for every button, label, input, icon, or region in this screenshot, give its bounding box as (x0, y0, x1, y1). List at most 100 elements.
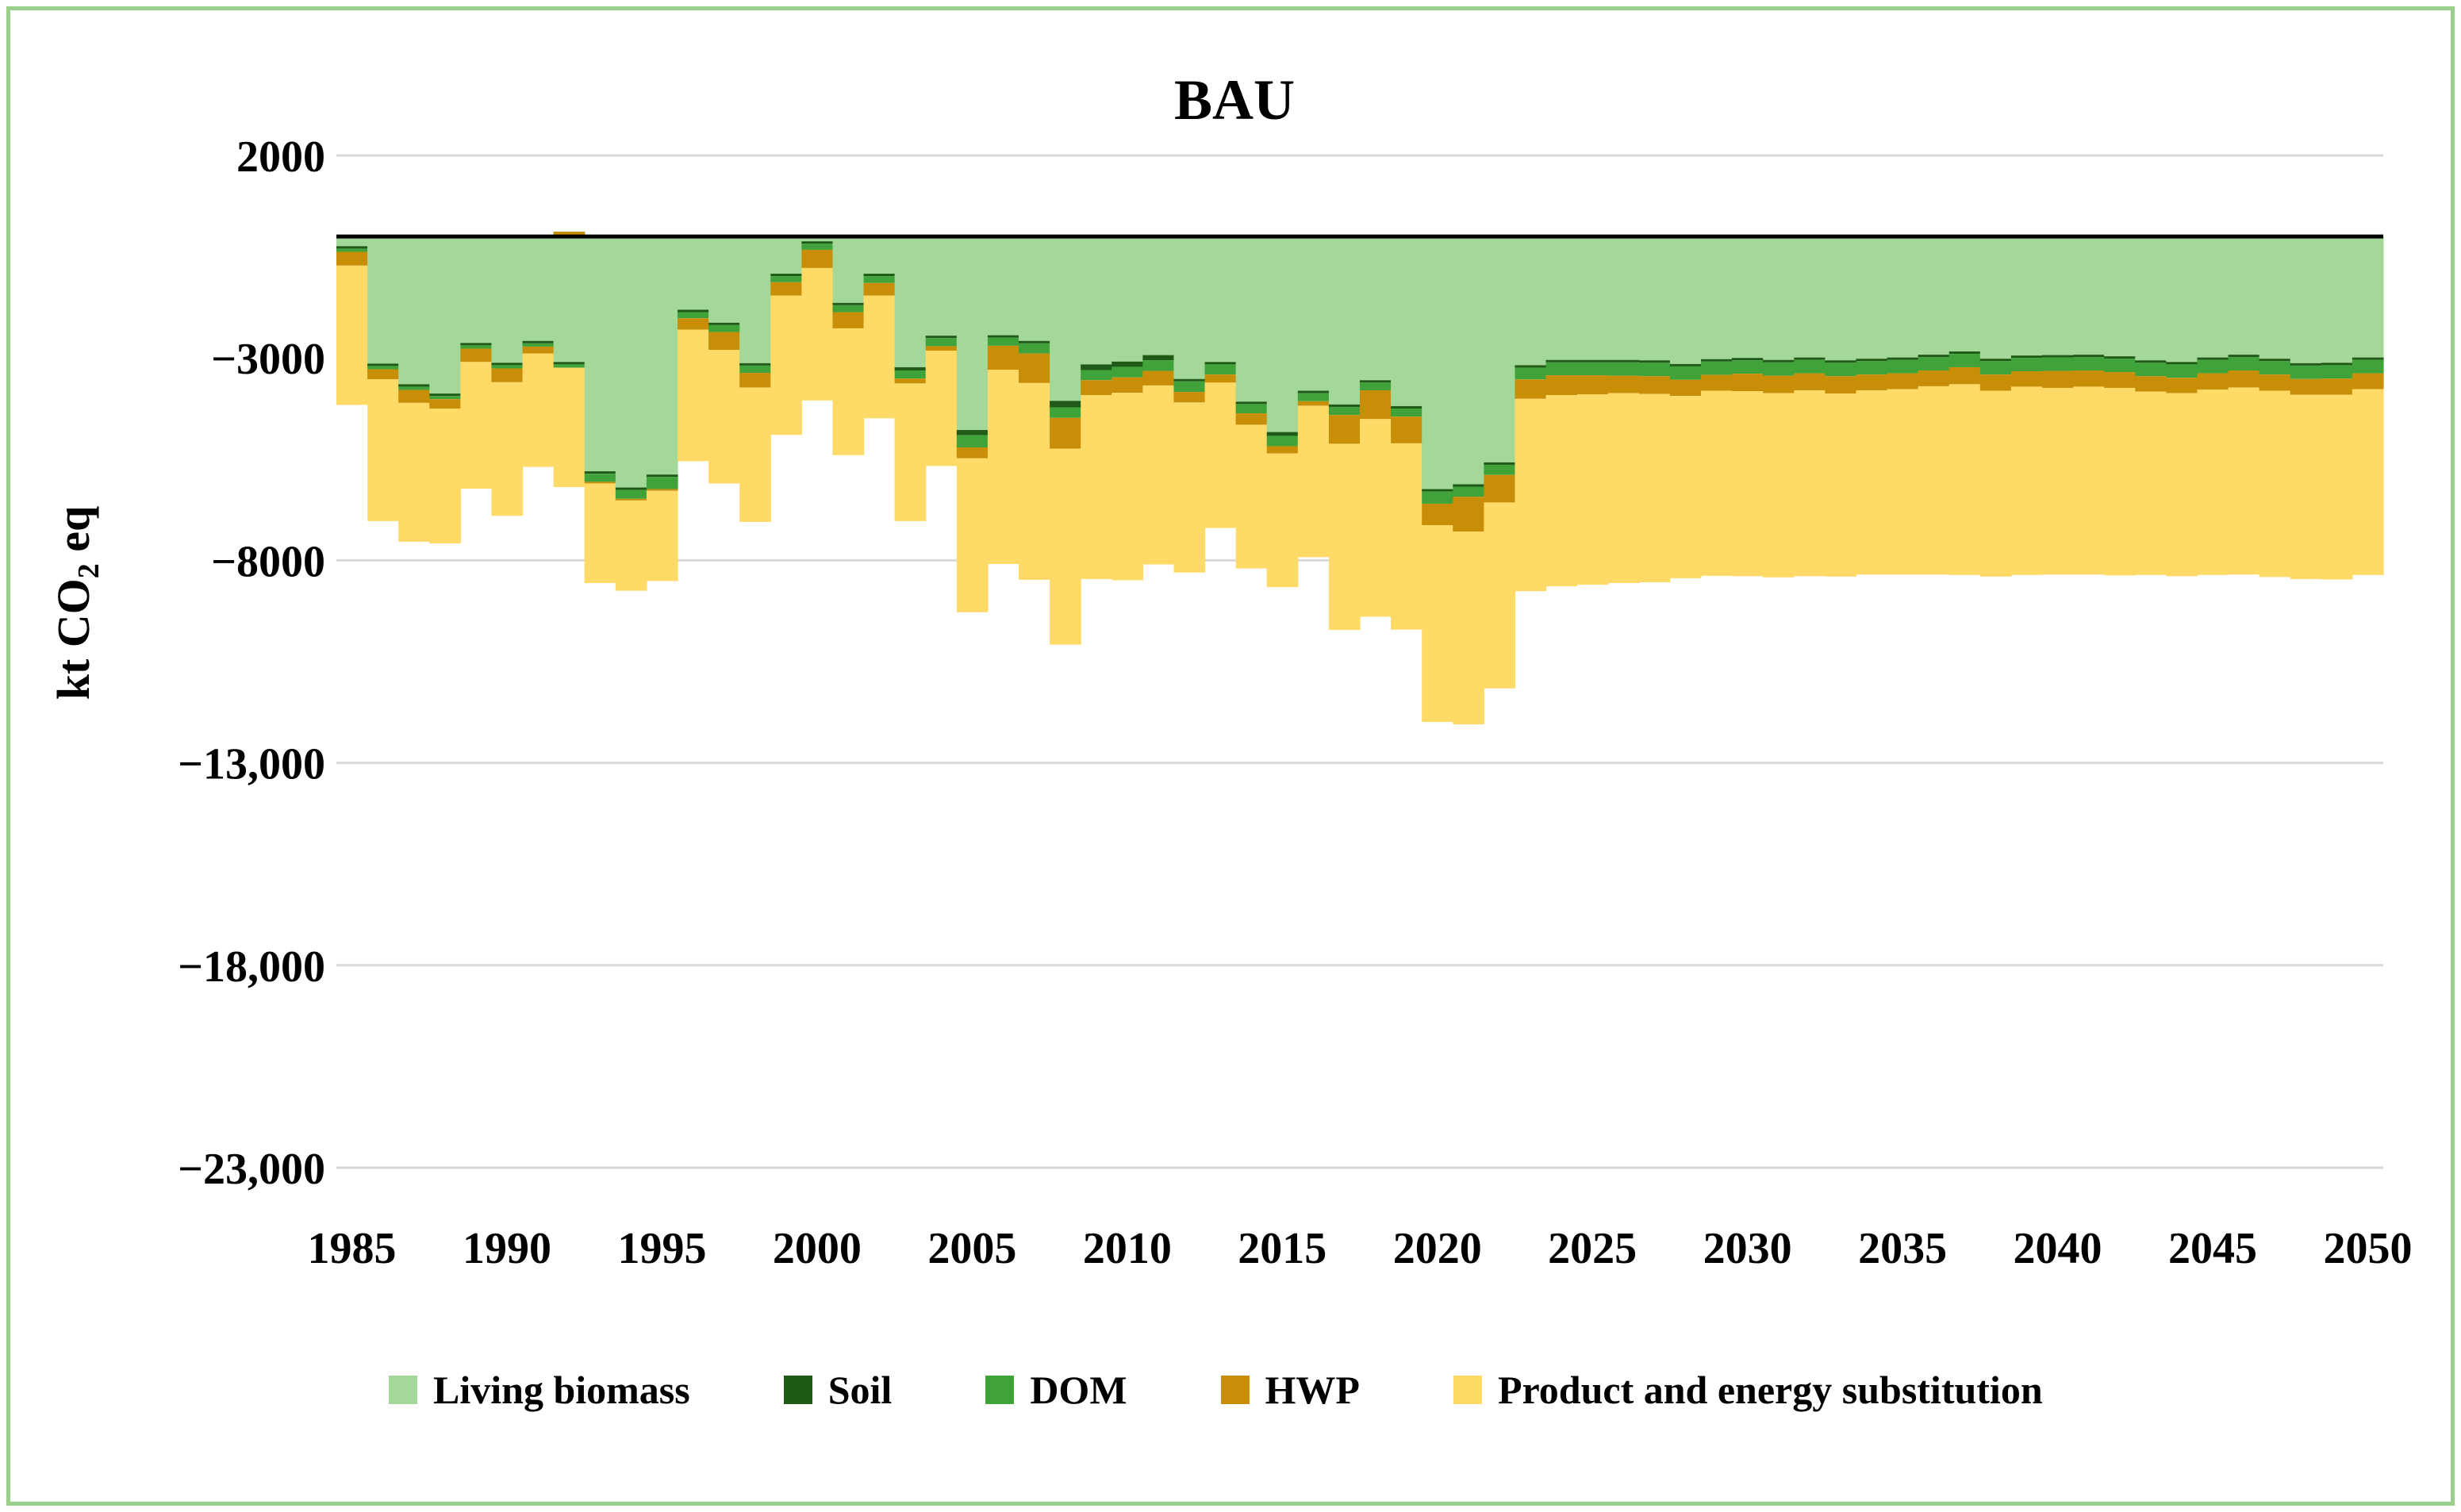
bar-substitution-2039 (2010, 386, 2043, 575)
bar-hwp-2042 (2104, 372, 2136, 388)
bar-dom-1994 (615, 489, 647, 499)
bar-soil-1987 (398, 384, 430, 387)
bar-hwp-2027 (1638, 376, 1671, 394)
bar-substitution-2044 (2166, 393, 2198, 577)
legend-item-living-biomass: Living biomass (389, 1367, 690, 1413)
bar-substitution-2043 (2135, 391, 2167, 575)
bar-soil-2000 (801, 241, 834, 244)
bar-hwp-2018 (1360, 390, 1392, 420)
bar-hwp-2021 (1453, 497, 1484, 532)
bar-dom-2047 (2259, 361, 2291, 375)
bar-substitution-2042 (2104, 387, 2136, 576)
bar-living_biomass-2006 (987, 236, 1019, 336)
bar-dom-2008 (1050, 407, 1081, 418)
bar-dom-1991 (522, 343, 555, 347)
legend-label-dom: DOM (1030, 1368, 1127, 1412)
bar-soil-2007 (1019, 340, 1050, 343)
bar-dom-1995 (646, 477, 678, 489)
bar-substitution-2013 (1204, 382, 1237, 528)
bar-living_biomass-2017 (1328, 236, 1361, 405)
bar-substitution-2007 (1019, 382, 1050, 580)
bar-hwp-2009 (1081, 380, 1112, 396)
bar-substitution-1998 (739, 387, 771, 522)
x-tick-label: 1985 (308, 1224, 397, 1273)
bar-hwp-2013 (1204, 374, 1237, 383)
bar-hwp-1995 (646, 489, 678, 491)
bar-substitution-2016 (1297, 405, 1330, 558)
bar-living_biomass-2048 (2290, 236, 2322, 363)
bar-soil-2014 (1235, 401, 1268, 405)
bar-living_biomass-1989 (460, 236, 493, 343)
bar-hwp-1987 (398, 390, 430, 403)
bar-living_biomass-2050 (2352, 236, 2384, 358)
bar-hwp-2015 (1266, 446, 1299, 454)
bar-substitution-2027 (1638, 393, 1671, 582)
bar-living_biomass-1994 (615, 236, 647, 488)
legend-swatch-dom (985, 1376, 1015, 1404)
bar-substitution-2008 (1050, 448, 1081, 645)
legend-item-hwp: HWP (1220, 1367, 1360, 1413)
bar-soil-2004 (925, 336, 958, 339)
bar-hwp-2046 (2228, 370, 2260, 388)
bar-dom-2050 (2352, 359, 2384, 374)
bar-dom-1998 (739, 365, 771, 374)
bar-soil-2005 (956, 430, 989, 436)
bar-soil-1988 (429, 393, 461, 397)
bar-hwp-1993 (584, 482, 616, 484)
bar-substitution-1991 (522, 353, 555, 467)
bar-substitution-1990 (491, 382, 524, 516)
legend-swatch-living-biomass (389, 1376, 417, 1404)
bar-soil-2041 (2073, 355, 2105, 358)
x-tick-label: 2005 (927, 1224, 1016, 1273)
bar-living_biomass-2029 (1701, 236, 1733, 359)
bar-substitution-2019 (1391, 443, 1422, 630)
bar-living_biomass-2042 (2104, 236, 2136, 357)
bar-hwp-2030 (1732, 374, 1764, 392)
bar-hwp-1990 (491, 368, 524, 382)
bar-hwp-2016 (1297, 401, 1330, 406)
bar-soil-2012 (1173, 378, 1206, 382)
bar-substitution-2037 (1948, 384, 1981, 575)
bar-substitution-2003 (894, 383, 927, 521)
bar-soil-2010 (1111, 361, 1143, 367)
bar-soil-2033 (1825, 360, 1857, 363)
bar-hwp-2037 (1948, 366, 1981, 385)
bar-living_biomass-2044 (2166, 236, 2198, 363)
bar-substitution-2026 (1607, 393, 1640, 583)
bar-hwp-2011 (1142, 370, 1175, 386)
bar-dom-2020 (1422, 491, 1453, 504)
bar-substitution-2020 (1422, 524, 1453, 723)
bar-dom-2007 (1019, 343, 1050, 354)
y-tick-label: −8000 (211, 537, 325, 586)
bar-soil-2034 (1856, 359, 1888, 362)
bar-hwp-2047 (2259, 374, 2291, 391)
bar-living_biomass-2032 (1794, 236, 1826, 358)
bar-dom-2026 (1607, 362, 1640, 376)
bar-soil-2046 (2228, 355, 2260, 358)
bar-substitution-2009 (1081, 395, 1112, 579)
y-tick-label: 2000 (236, 132, 325, 182)
bar-hwp-2022 (1484, 474, 1516, 503)
bar-dom-2001 (832, 305, 865, 313)
chart-title: BAU (1174, 68, 1295, 132)
bar-substitution-2002 (863, 295, 896, 419)
bar-hwp-2048 (2290, 378, 2322, 395)
bar-substitution-2034 (1856, 390, 1888, 575)
x-tick-labels: 1985 1990 1995 2000 2005 2010 2015 2020 2025 2030… (308, 1224, 2413, 1273)
bar-hwp-1992 (553, 231, 585, 237)
bar-hwp-2043 (2135, 376, 2167, 392)
bar-substitution-2047 (2259, 390, 2291, 578)
bar-dom-2036 (1918, 357, 1950, 371)
bar-hwp-2032 (1794, 373, 1826, 391)
bar-soil-1995 (646, 474, 678, 478)
bar-living_biomass-2034 (1856, 236, 1888, 359)
legend-label-substitution: Product and energy substitution (1497, 1368, 2043, 1412)
bar-soil-1998 (739, 363, 771, 366)
bar-dom-2022 (1484, 464, 1516, 475)
x-tick-label: 2025 (1548, 1224, 1637, 1273)
bar-dom-2035 (1887, 359, 1919, 374)
bar-soil-1999 (770, 274, 802, 277)
bar-dom-2010 (1111, 366, 1143, 378)
bar-substitution-2038 (1979, 390, 2012, 577)
bar-soil-2018 (1360, 380, 1392, 383)
